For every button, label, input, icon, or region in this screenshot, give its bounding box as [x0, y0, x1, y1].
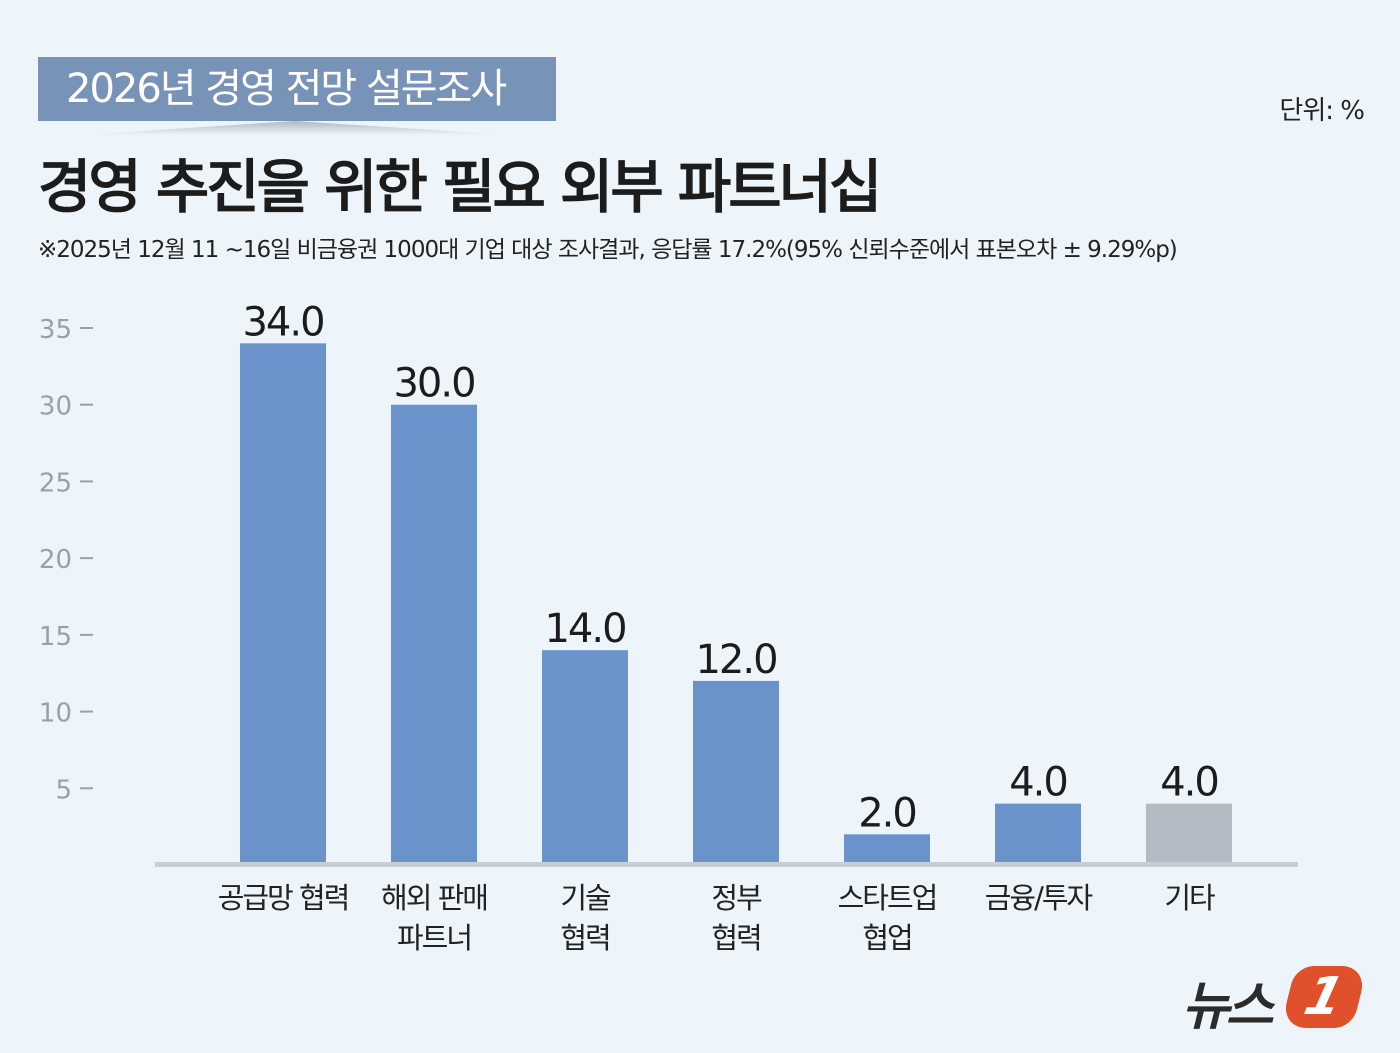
data-label: 12.0 — [695, 637, 776, 683]
x-tick-label: 협력 — [711, 921, 760, 955]
bar — [1146, 803, 1232, 865]
news1-logo: 뉴스 1 — [1182, 962, 1368, 1037]
data-label: 34.0 — [242, 299, 323, 345]
data-label: 14.0 — [544, 606, 625, 652]
x-tick-label: 정부 — [711, 881, 762, 915]
y-tick-label: 30 — [39, 392, 72, 422]
unit-label: 단위: % — [1279, 96, 1365, 126]
x-tick-label: 파트너 — [397, 921, 471, 955]
data-label: 4.0 — [1009, 760, 1067, 806]
logo-mark: 1 — [1280, 966, 1368, 1028]
x-tick-label: 공급망 협력 — [218, 881, 349, 915]
x-tick-label: 스타트업 — [838, 881, 937, 915]
y-tick-label: 25 — [39, 468, 72, 498]
x-tick-label: 기타 — [1164, 881, 1215, 915]
bar — [844, 834, 930, 865]
bar — [693, 680, 779, 865]
x-tick-label: 협력 — [560, 921, 609, 955]
y-tick-label: 35 — [39, 315, 72, 345]
x-tick-label: 금융/투자 — [985, 881, 1093, 915]
bar — [542, 650, 628, 865]
bar — [240, 343, 326, 865]
logo-text: 뉴스 — [1182, 977, 1274, 1037]
y-tick-label: 15 — [39, 622, 72, 652]
data-label: 2.0 — [858, 790, 916, 836]
data-label: 30.0 — [393, 361, 474, 407]
y-tick-label: 10 — [39, 699, 72, 729]
survey-tag: 2026년 경영 전망 설문조사 — [38, 57, 556, 121]
x-tick-label: 기술 — [560, 881, 611, 915]
data-label: 4.0 — [1160, 760, 1218, 806]
chart-subtitle: ※2025년 12월 11 ~16일 비금융권 1000대 기업 대상 조사결과… — [38, 237, 1178, 263]
x-axis-baseline — [155, 862, 1298, 867]
bar — [995, 803, 1081, 865]
y-tick-label: 5 — [55, 775, 72, 805]
x-tick-label: 해외 판매 — [381, 881, 487, 915]
bar — [391, 404, 477, 865]
y-tick-label: 20 — [39, 545, 72, 575]
x-tick-label: 협업 — [862, 921, 911, 955]
chart-title: 경영 추진을 위한 필요 외부 파트너십 — [38, 153, 882, 221]
